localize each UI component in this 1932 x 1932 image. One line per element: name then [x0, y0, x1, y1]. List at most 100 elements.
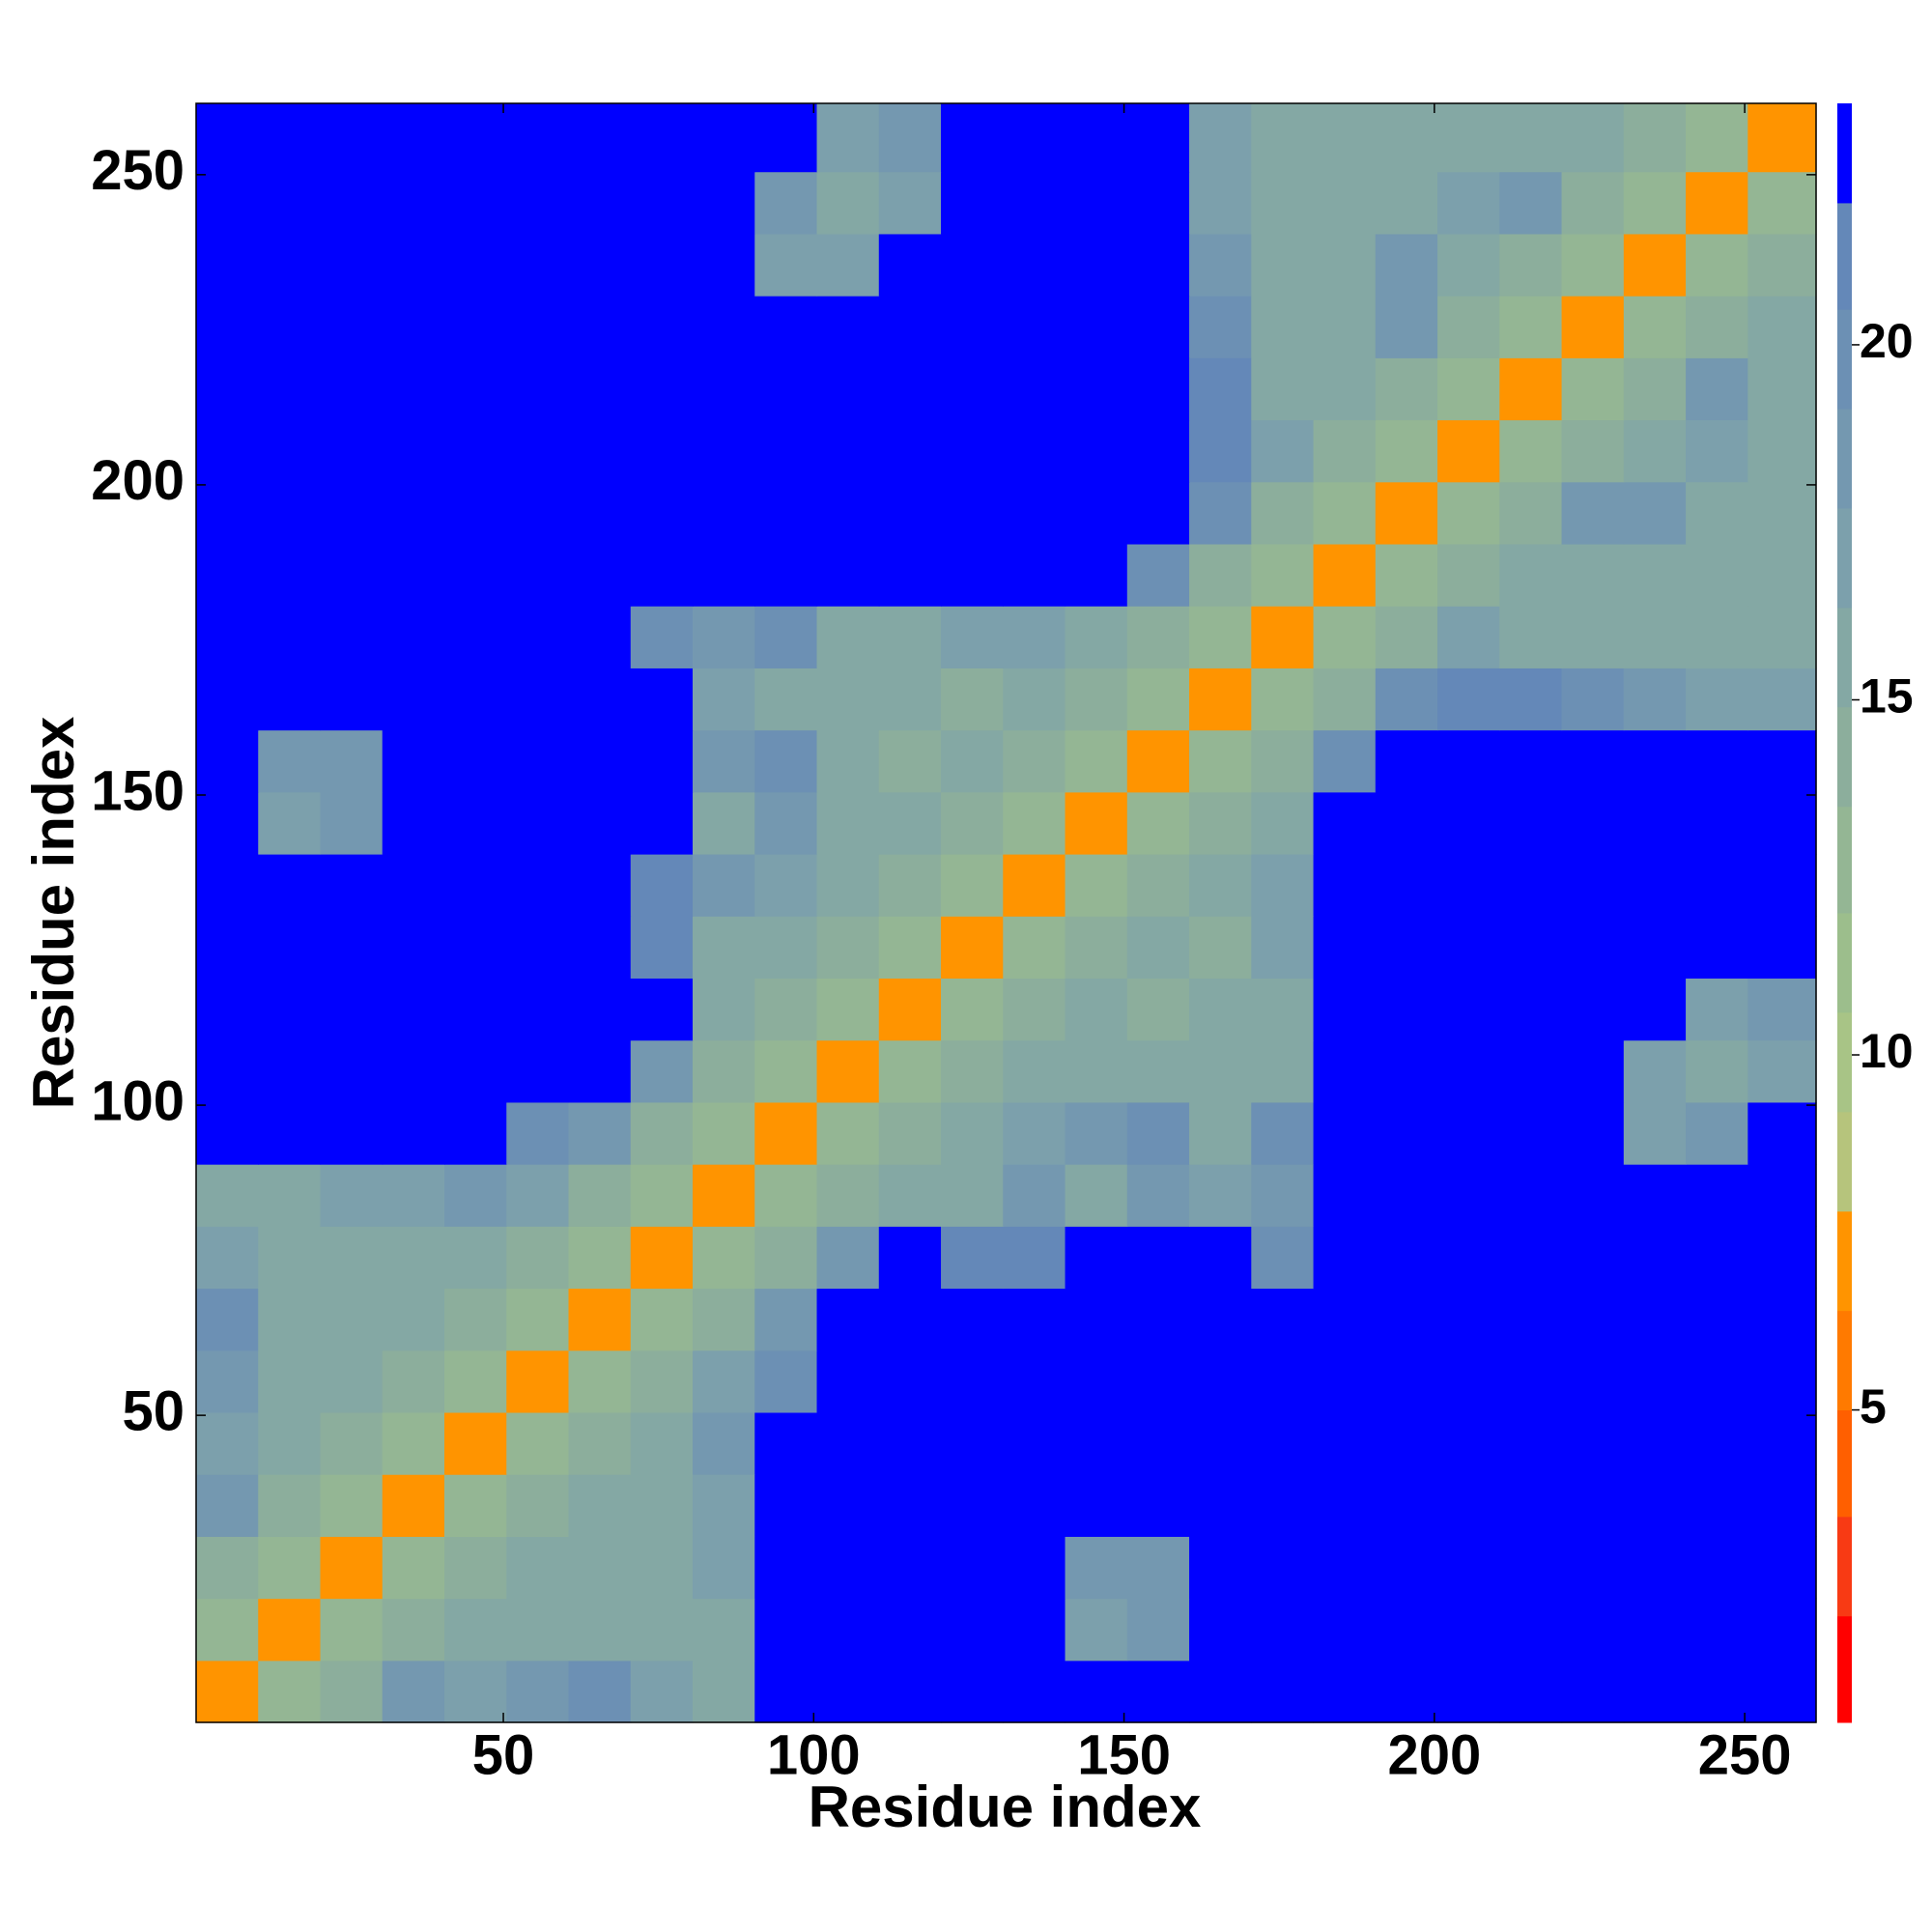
heatmap-cell	[630, 668, 694, 731]
heatmap-cell	[1561, 171, 1625, 235]
heatmap-cell	[444, 1536, 507, 1600]
heatmap-cell	[196, 419, 259, 483]
heatmap-cell	[1561, 103, 1625, 173]
heatmap-cell	[258, 853, 322, 917]
heatmap-cell	[816, 1039, 880, 1103]
heatmap-cell	[506, 1288, 570, 1351]
heatmap-cell	[382, 357, 445, 421]
colorbar-band	[1837, 309, 1852, 410]
heatmap-cell	[444, 1660, 507, 1723]
heatmap-cell	[320, 296, 384, 358]
heatmap-cell	[382, 668, 445, 731]
heatmap-cell	[1189, 1474, 1252, 1537]
heatmap-cell	[506, 1474, 570, 1537]
heatmap-cell	[444, 853, 507, 917]
colorbar-band	[1837, 1516, 1852, 1617]
heatmap-cell	[1189, 1039, 1252, 1103]
heatmap-cell	[941, 1039, 1004, 1103]
heatmap-cell	[1623, 853, 1687, 917]
heatmap-cell	[1747, 729, 1817, 793]
heatmap-cell	[382, 1474, 445, 1537]
heatmap-cell	[506, 1101, 570, 1165]
heatmap-cell	[878, 1660, 942, 1723]
heatmap-cell	[693, 1411, 755, 1475]
heatmap-cell	[1437, 978, 1500, 1041]
heatmap-cell	[1561, 543, 1625, 607]
heatmap-cell	[320, 978, 384, 1041]
heatmap-cell	[1686, 1350, 1748, 1413]
heatmap-cell	[1313, 1039, 1377, 1103]
heatmap-cell	[1747, 103, 1817, 173]
y-tick-label: 100	[91, 1069, 185, 1132]
heatmap-cell	[320, 729, 384, 793]
heatmap-cell	[506, 357, 570, 421]
heatmap-cell	[1747, 296, 1817, 358]
colorbar-band	[1837, 409, 1852, 509]
heatmap-cell	[1437, 916, 1500, 980]
heatmap-cell	[1126, 1660, 1190, 1723]
heatmap-cell	[568, 1288, 632, 1351]
heatmap-cell	[1499, 543, 1563, 607]
heatmap-cell	[568, 791, 632, 855]
heatmap-cell	[1313, 1536, 1377, 1600]
heatmap-cell	[1003, 1350, 1066, 1413]
heatmap-cell	[1003, 1101, 1066, 1165]
heatmap-cell	[1313, 357, 1377, 421]
heatmap-cell	[444, 978, 507, 1041]
heatmap-cell	[1747, 233, 1817, 297]
heatmap-cell	[1499, 1536, 1563, 1600]
heatmap-cell	[630, 1288, 694, 1351]
heatmap-cell	[1623, 606, 1687, 668]
heatmap-cell	[1561, 916, 1625, 980]
heatmap-cell	[1003, 1288, 1066, 1351]
heatmap-cell	[693, 1660, 755, 1723]
heatmap-cell	[1251, 791, 1315, 855]
heatmap-cell	[1065, 171, 1128, 235]
heatmap-cell	[382, 606, 445, 668]
heatmap-cell	[1126, 1226, 1190, 1290]
heatmap-cell	[1499, 1039, 1563, 1103]
heatmap-cell	[1003, 1164, 1066, 1227]
heatmap-cell	[506, 853, 570, 917]
heatmap-cell	[1065, 606, 1128, 668]
heatmap-cell	[1499, 1660, 1563, 1723]
heatmap-cell	[1561, 1288, 1625, 1351]
heatmap-cell	[1251, 1474, 1315, 1537]
heatmap-cell	[878, 1101, 942, 1165]
heatmap-cell	[320, 1101, 384, 1165]
heatmap-cell	[816, 1660, 880, 1723]
heatmap-cell	[444, 916, 507, 980]
heatmap-cell	[1499, 1474, 1563, 1537]
heatmap-cell	[1251, 853, 1315, 917]
heatmap-cell	[754, 1474, 818, 1537]
heatmap-cell	[1251, 103, 1315, 173]
heatmap-cell	[258, 171, 322, 235]
heatmap-cell	[1313, 853, 1377, 917]
heatmap-cell	[878, 978, 942, 1041]
heatmap-cell	[1686, 1411, 1748, 1475]
heatmap-cells	[196, 103, 1817, 1723]
heatmap-cell	[1686, 1164, 1748, 1227]
heatmap-cell	[754, 1288, 818, 1351]
heatmap-cell	[1747, 1598, 1817, 1662]
heatmap-cell	[320, 1660, 384, 1723]
heatmap-cell	[506, 1226, 570, 1290]
heatmap-cell	[1251, 978, 1315, 1041]
heatmap-cell	[1189, 1411, 1252, 1475]
colorbar-band	[1837, 806, 1852, 914]
heatmap-cell	[506, 729, 570, 793]
heatmap-cell	[258, 1288, 322, 1351]
heatmap-cell	[1065, 1288, 1128, 1351]
heatmap-cell	[382, 103, 445, 173]
heatmap-cell	[1065, 481, 1128, 545]
heatmap-cell	[630, 481, 694, 545]
heatmap-cell	[320, 1536, 384, 1600]
heatmap-cell	[1313, 233, 1377, 297]
heatmap-cell	[816, 171, 880, 235]
heatmap-cell	[816, 233, 880, 297]
heatmap-cell	[816, 1411, 880, 1475]
heatmap-cell	[1065, 1101, 1128, 1165]
heatmap-cell	[1686, 481, 1748, 545]
heatmap-cell	[754, 1536, 818, 1600]
heatmap-cell	[754, 791, 818, 855]
